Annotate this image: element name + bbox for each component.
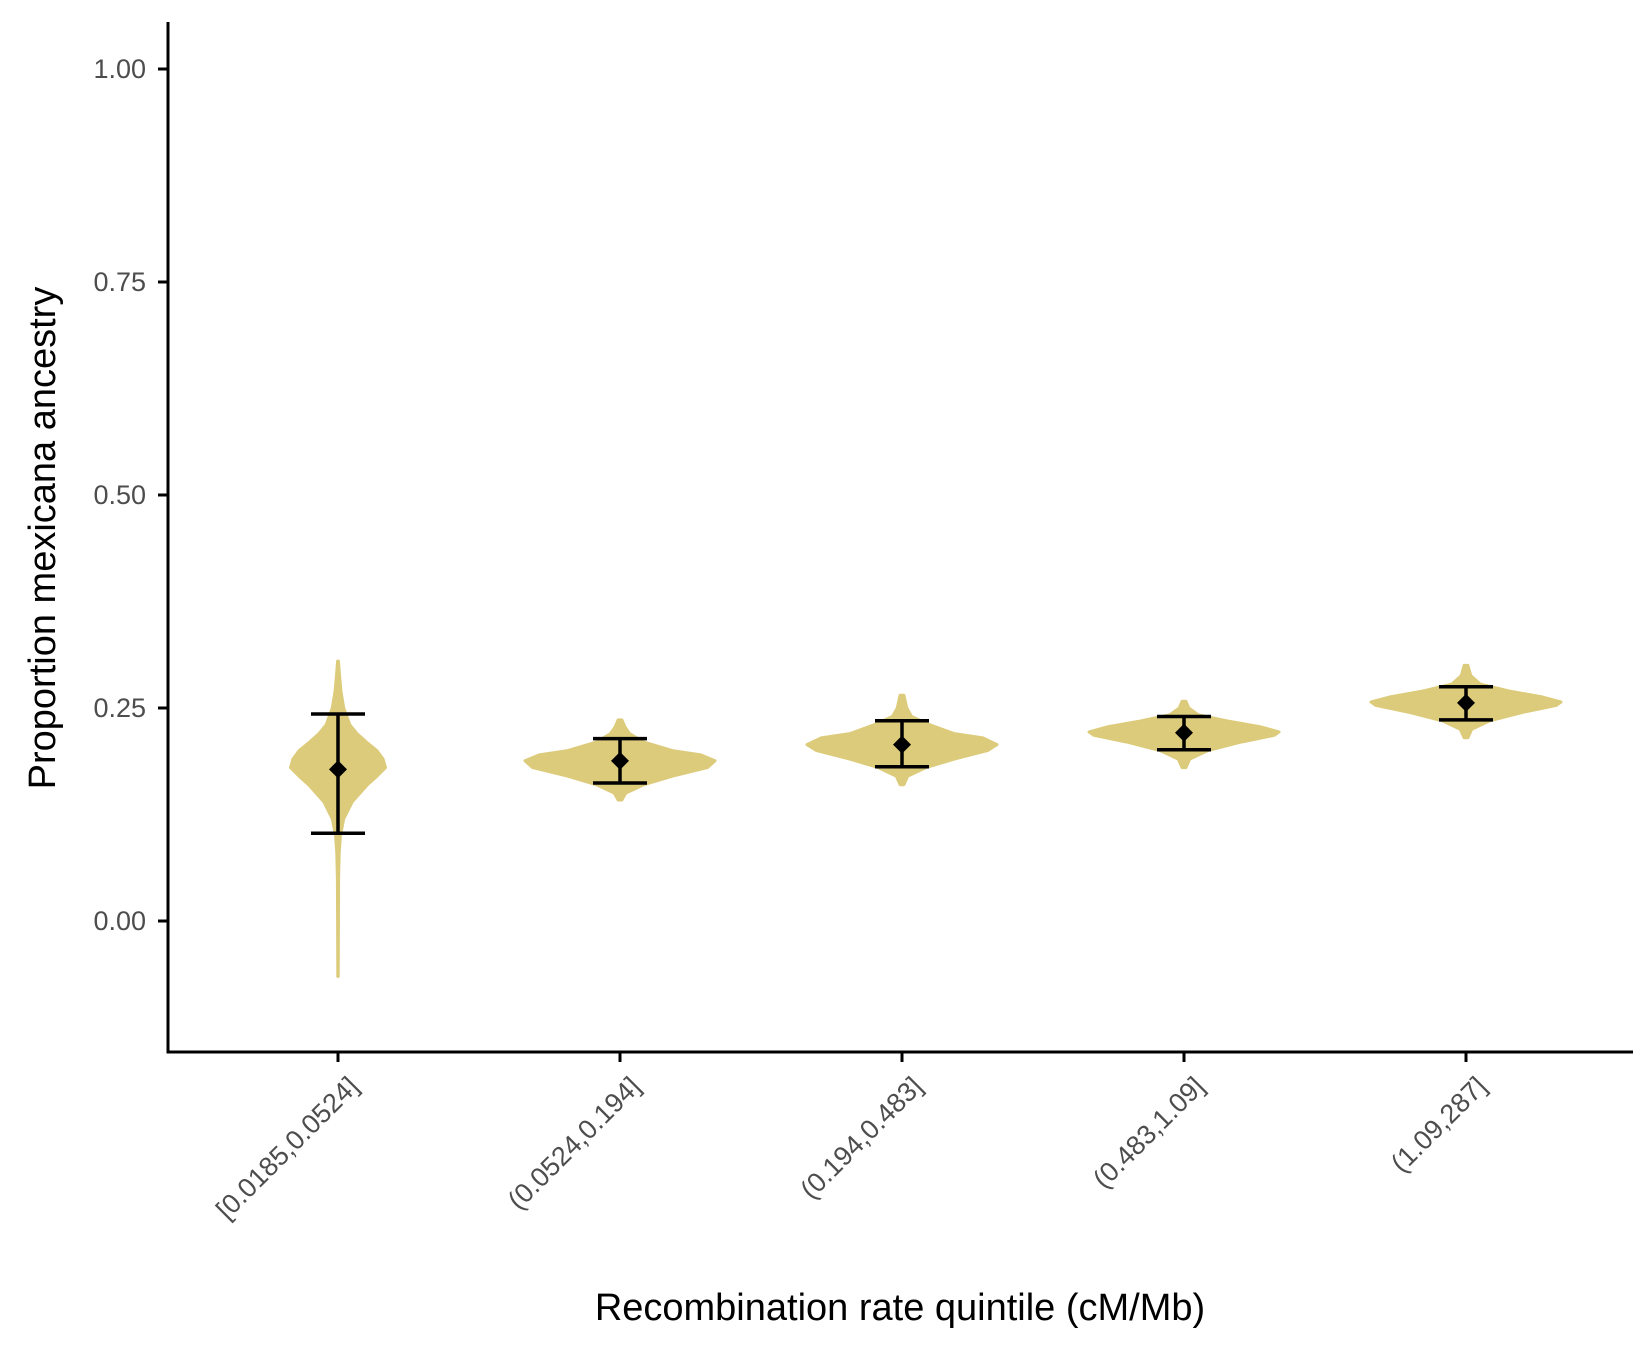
y-axis-title: Proportion mexicana ancestry <box>22 287 64 790</box>
x-tick-label: (1.09,287] <box>1385 1071 1492 1178</box>
mean-points-layer <box>329 693 1475 779</box>
x-tick-label: (0.483,1.09] <box>1087 1071 1210 1194</box>
x-axis-title: Recombination rate quintile (cM/Mb) <box>595 1287 1205 1329</box>
mean-point <box>1457 693 1475 712</box>
mean-point <box>611 751 629 770</box>
x-ticks-layer: [0.0185,0.0524] (0.0524,0.194] (0.194,0.48… <box>210 1052 1492 1225</box>
mean-point <box>1175 723 1193 742</box>
y-tick-label: 0.25 <box>93 693 146 723</box>
y-tick-label: 0.75 <box>93 267 146 297</box>
y-ticks-layer: 0.00 0.25 0.50 0.75 1.00 <box>93 54 168 936</box>
x-tick-label: (0.0524,0.194] <box>502 1071 646 1215</box>
y-tick-label: 1.00 <box>93 54 146 84</box>
y-tick-label: 0.00 <box>93 906 146 936</box>
x-tick-label: [0.0185,0.0524] <box>210 1071 364 1225</box>
violins-layer <box>289 659 1563 978</box>
mean-point <box>329 760 347 779</box>
mean-point <box>893 735 911 754</box>
x-tick-label: (0.194,0.483] <box>795 1071 929 1205</box>
y-tick-label: 0.50 <box>93 480 146 510</box>
